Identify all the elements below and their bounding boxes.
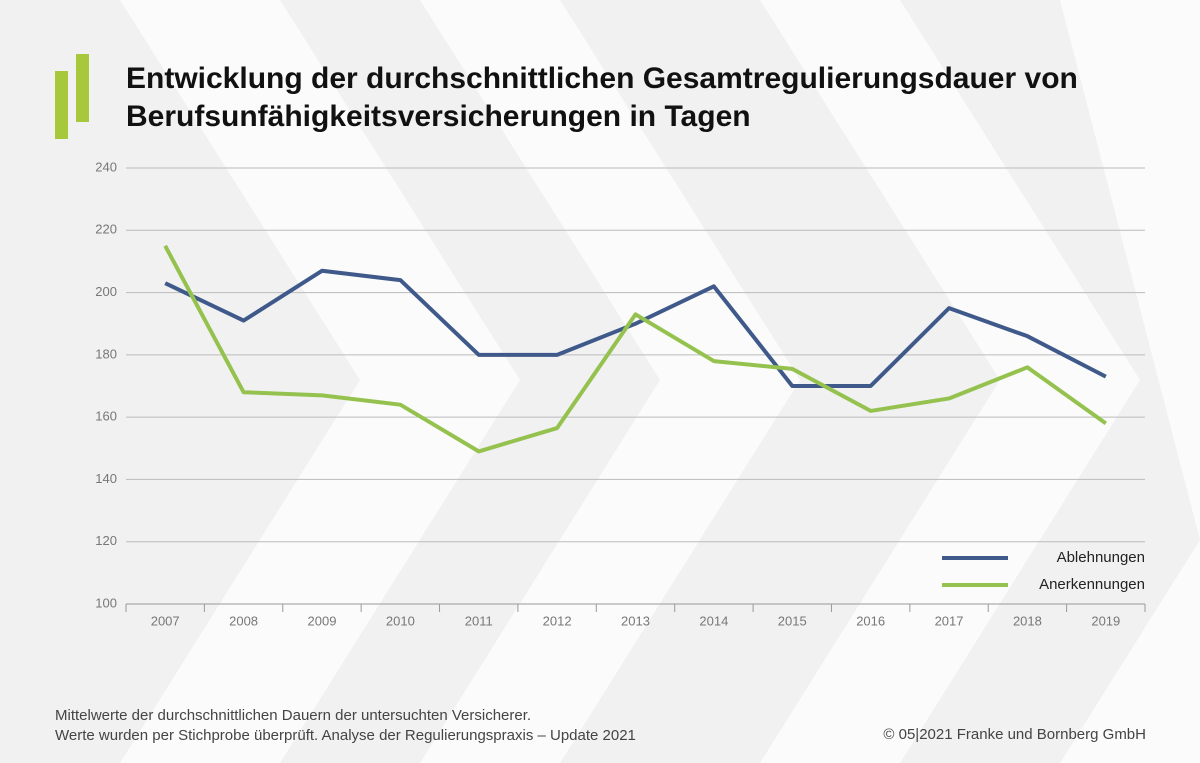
y-tick-label: 160: [95, 409, 117, 424]
x-tick-label: 2007: [151, 613, 180, 628]
x-tick-label: 2011: [465, 613, 493, 628]
footnote: Mittelwerte der durchschnittlichen Dauer…: [55, 706, 636, 746]
source: © 05|2021 Franke und Bornberg GmbH: [883, 726, 1146, 743]
legend-label: Ablehnungen: [1057, 549, 1145, 566]
series-line: [163, 244, 1107, 454]
x-tick-label: 2015: [778, 613, 807, 628]
x-tick-label: 2014: [699, 613, 728, 628]
x-tick-label: 2012: [543, 613, 572, 628]
y-tick-label: 100: [95, 595, 117, 610]
x-tick-label: 2013: [621, 613, 650, 628]
footnote-line: Mittelwerte der durchschnittlichen Dauer…: [55, 707, 532, 724]
y-tick-label: 200: [95, 284, 117, 299]
x-tick-label: 2019: [1091, 613, 1120, 628]
background-pattern: [120, 0, 1200, 763]
series-line: [164, 268, 1107, 388]
x-tick-label: 2009: [308, 613, 337, 628]
chart-title: Entwicklung der durchschnittlichen Gesam…: [126, 62, 1078, 133]
logo-bar: [76, 54, 89, 122]
y-tick-label: 240: [95, 159, 117, 174]
x-tick-label: 2018: [1013, 613, 1042, 628]
legend-label: Anerkennungen: [1039, 576, 1145, 593]
y-tick-label: 140: [95, 471, 117, 486]
footnote-line: Werte wurden per Stichprobe überprüft. A…: [55, 727, 636, 744]
x-tick-label: 2016: [856, 613, 885, 628]
logo-bar: [55, 71, 68, 139]
y-tick-label: 180: [95, 346, 117, 361]
x-tick-label: 2010: [386, 613, 415, 628]
y-tick-label: 120: [95, 533, 117, 548]
x-tick-label: 2017: [935, 613, 964, 628]
x-tick-label: 2008: [229, 613, 258, 628]
y-tick-label: 220: [95, 222, 117, 237]
